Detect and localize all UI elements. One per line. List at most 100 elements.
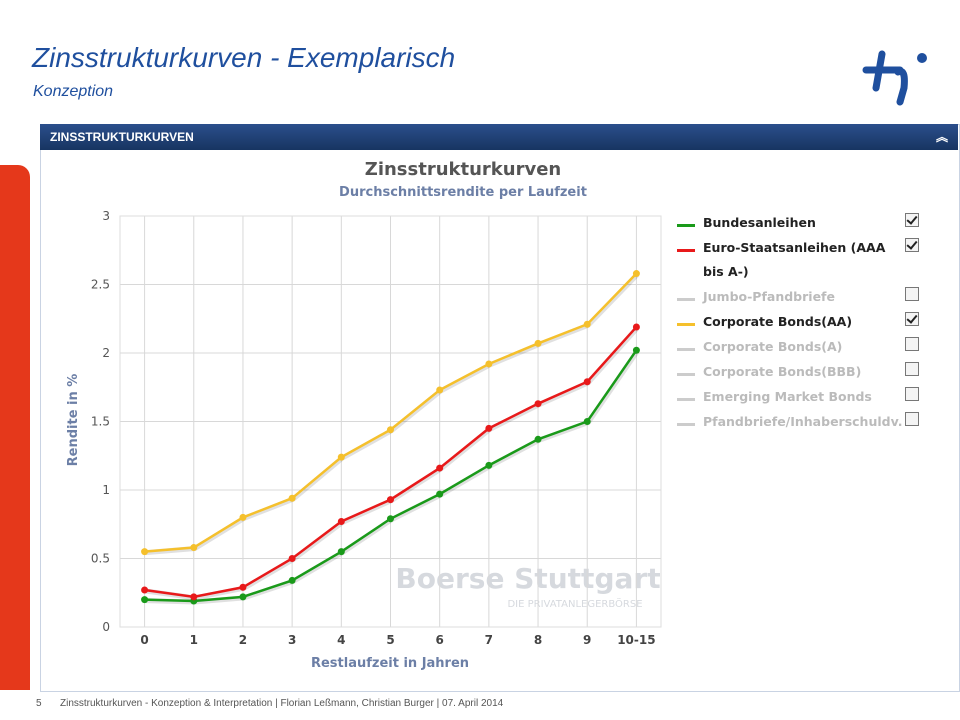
y-axis-title: Rendite in % (66, 374, 81, 467)
legend: Bundesanleihen Euro-Staatsanleihen (AAA b… (675, 213, 935, 440)
legend-label: Pfandbriefe/Inhaberschuldv. (703, 414, 903, 429)
legend-swatch (677, 348, 695, 351)
x-tick-label: 0 (140, 633, 148, 647)
legend-item[interactable]: Bundesanleihen (675, 213, 935, 235)
x-tick-label: 3 (288, 633, 296, 647)
plot-border (119, 215, 662, 628)
data-point (583, 320, 591, 328)
legend-label: Emerging Market Bonds (703, 389, 872, 404)
legend-swatch (677, 224, 695, 227)
data-point (583, 418, 591, 425)
legend-swatch (677, 398, 695, 401)
data-point (485, 424, 493, 432)
data-point (534, 400, 542, 408)
data-point (337, 518, 345, 526)
data-point (436, 464, 444, 472)
data-point (337, 548, 345, 556)
y-tick-label: 2 (102, 346, 110, 360)
data-point (239, 593, 247, 601)
x-tick-label: 10-15 (617, 633, 655, 647)
y-tick-label: 1 (102, 483, 110, 497)
watermark: Boerse Stuttgart (395, 562, 660, 595)
data-point (485, 461, 493, 469)
data-point (337, 453, 345, 461)
data-point (387, 426, 394, 434)
data-point (190, 593, 198, 601)
x-tick-label: 1 (190, 633, 198, 647)
legend-checkbox[interactable] (905, 337, 919, 351)
legend-checkbox[interactable] (905, 312, 919, 326)
y-tick-label: 3 (102, 209, 110, 223)
legend-label: Bundesanleihen (703, 215, 816, 230)
logo (862, 50, 927, 106)
y-tick-label: 0 (102, 620, 110, 634)
data-point (534, 435, 542, 443)
legend-checkbox[interactable] (905, 213, 919, 227)
data-point (141, 596, 149, 604)
data-point (141, 586, 149, 594)
slide-title: Zinsstrukturkurven - Exemplarisch (32, 42, 456, 73)
chart-subtitle: Durchschnittsrendite per Laufzeit (339, 185, 587, 200)
y-tick-label: 1.5 (91, 415, 110, 429)
legend-item[interactable]: Corporate Bonds(BBB) (675, 362, 935, 384)
x-tick-label: 7 (485, 633, 493, 647)
watermark: DIE PRIVATANLEGERBÖRSE (507, 597, 642, 610)
series-shadow (145, 272, 640, 556)
legend-checkbox[interactable] (905, 362, 919, 376)
x-tick-label: 8 (534, 633, 542, 647)
data-point (436, 386, 444, 394)
x-tick-label: 2 (239, 633, 247, 647)
series-shadow (145, 326, 640, 601)
data-point (141, 548, 149, 556)
data-point (632, 270, 640, 278)
legend-label: Corporate Bonds(AA) (703, 314, 853, 329)
legend-label: Euro-Staatsanleihen (AAA bis A-) (703, 240, 886, 279)
x-tick-label: 9 (583, 633, 591, 647)
legend-checkbox[interactable] (905, 387, 919, 401)
legend-swatch (677, 423, 695, 426)
data-point (190, 544, 198, 552)
collapse-button[interactable]: ︽ (935, 130, 948, 144)
x-tick-label: 6 (436, 633, 444, 647)
legend-checkbox[interactable] (905, 412, 919, 426)
panel-title: ZINSSTRUKTURKURVEN (50, 130, 194, 144)
legend-swatch (677, 249, 695, 252)
legend-swatch (677, 373, 695, 376)
slide-subtitle: Konzeption (33, 83, 114, 100)
data-point (534, 339, 542, 347)
legend-item[interactable]: Pfandbriefe/Inhaberschuldv. (675, 412, 935, 434)
data-point (288, 555, 296, 562)
data-point (632, 346, 640, 354)
data-point (288, 576, 296, 584)
legend-checkbox[interactable] (905, 287, 919, 301)
data-point (239, 513, 247, 521)
data-point (387, 496, 394, 504)
x-axis-title: Restlaufzeit in Jahren (311, 656, 469, 671)
data-point (288, 494, 296, 502)
legend-item[interactable]: Corporate Bonds(AA) (675, 312, 935, 334)
legend-label: Corporate Bonds(BBB) (703, 364, 862, 379)
legend-checkbox[interactable] (905, 238, 919, 252)
x-tick-label: 4 (337, 633, 345, 647)
legend-swatch (677, 323, 695, 326)
legend-item[interactable]: Jumbo-Pfandbriefe (675, 287, 935, 309)
data-point (583, 378, 591, 386)
y-tick-label: 2.5 (91, 278, 110, 292)
x-tick-label: 5 (386, 633, 394, 647)
y-tick-label: 0.5 (91, 552, 110, 566)
legend-item[interactable]: Emerging Market Bonds (675, 387, 935, 409)
legend-label: Corporate Bonds(A) (703, 339, 843, 354)
page-number: 5 (36, 698, 42, 709)
legend-item[interactable]: Euro-Staatsanleihen (AAA bis A-) (675, 238, 935, 284)
legend-swatch (677, 298, 695, 301)
legend-item[interactable]: Corporate Bonds(A) (675, 337, 935, 359)
data-point (239, 583, 247, 591)
legend-label: Jumbo-Pfandbriefe (703, 289, 835, 304)
footer: Zinsstrukturkurven - Konzeption & Interp… (60, 698, 504, 709)
data-point (485, 360, 493, 368)
panel-header: ZINSSTRUKTURKURVEN ︽ (40, 124, 958, 150)
data-point (436, 490, 444, 498)
accent-bar (0, 165, 30, 690)
